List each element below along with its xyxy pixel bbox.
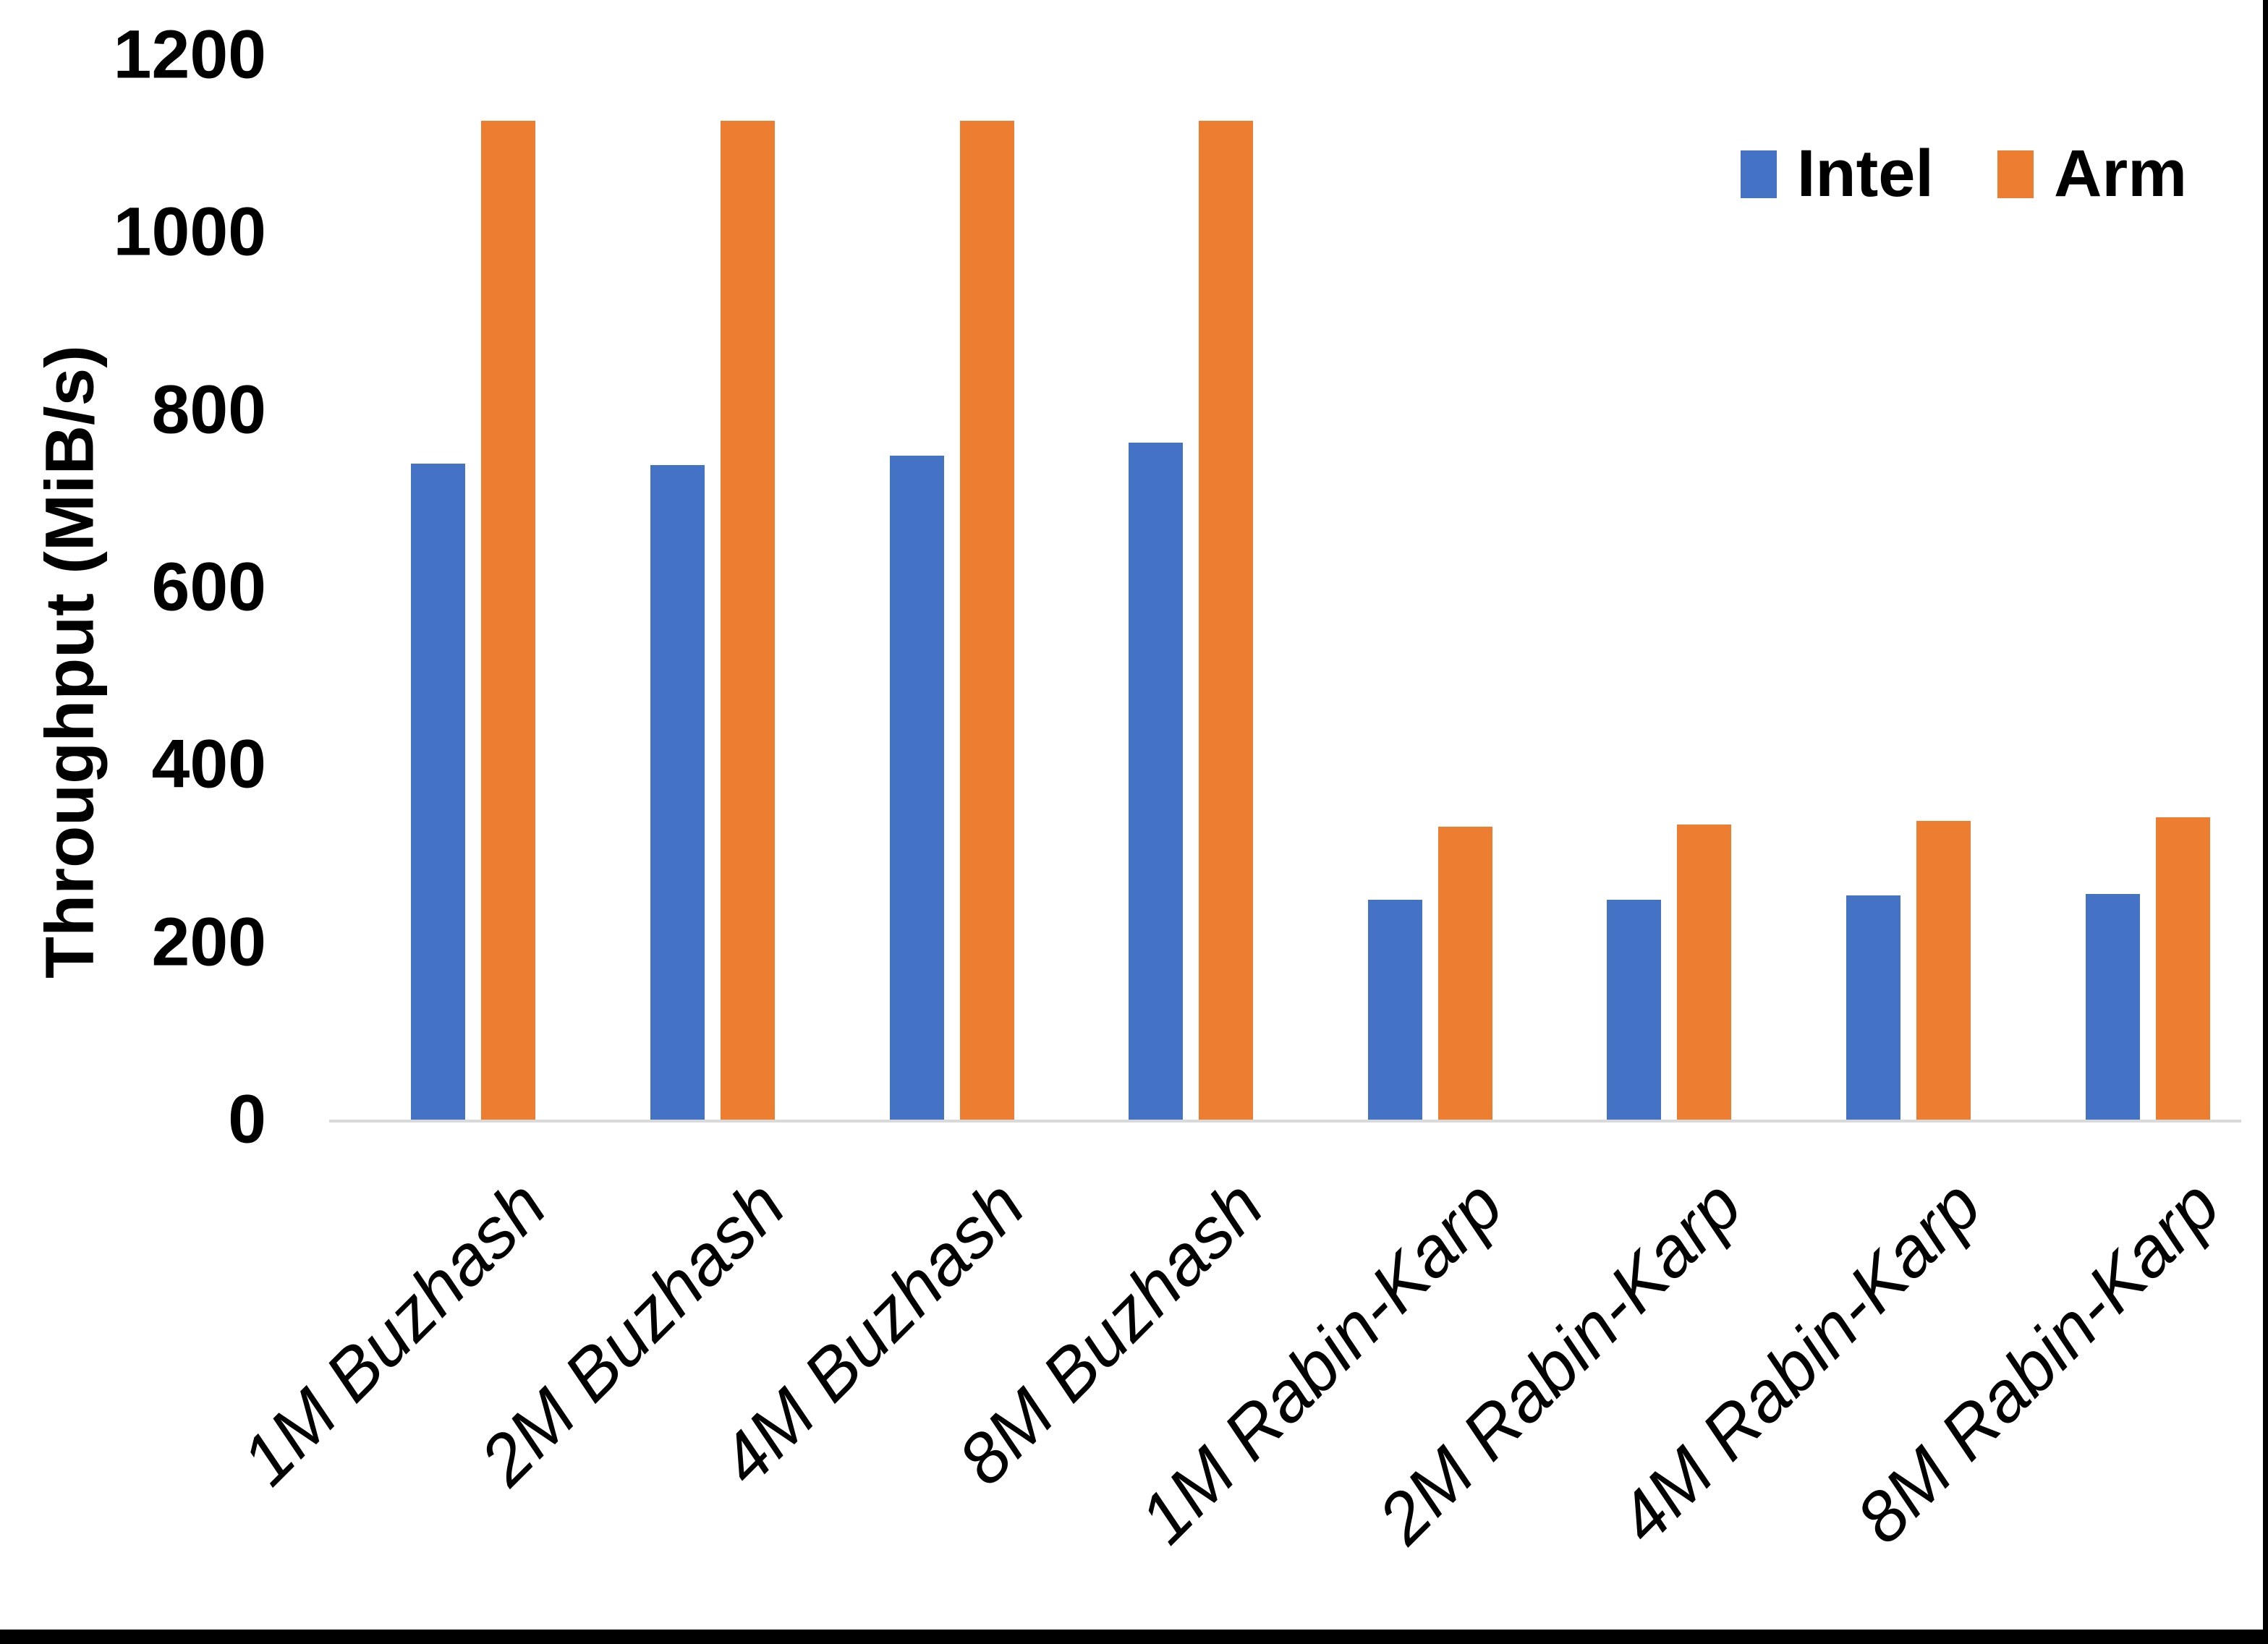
y-tick-label: 0 xyxy=(228,1081,266,1158)
legend: Intel Arm xyxy=(1740,136,2187,212)
bar-intel-1m-buzhash xyxy=(411,464,466,1120)
bar-arm-1m-rabin-karp xyxy=(1437,827,1492,1120)
y-tick-label: 1000 xyxy=(113,193,266,271)
bar-arm-4m-rabin-karp xyxy=(1916,820,1971,1120)
bar-intel-2m-buzhash xyxy=(650,464,705,1120)
bar-arm-1m-buzhash xyxy=(481,120,536,1120)
bar-intel-2m-rabin-karp xyxy=(1607,899,1662,1120)
bar-intel-8m-buzhash xyxy=(1129,443,1184,1120)
bar-intel-1m-rabin-karp xyxy=(1367,899,1422,1120)
intel-legend-swatch-icon xyxy=(1740,150,1777,198)
legend-item-arm: Arm xyxy=(1997,136,2187,212)
legend-label-arm: Arm xyxy=(2053,137,2187,210)
y-tick-label: 800 xyxy=(151,371,266,448)
legend-item-intel: Intel xyxy=(1740,136,1934,212)
bar-arm-4m-buzhash xyxy=(959,120,1014,1120)
bar-intel-8m-rabin-karp xyxy=(2085,894,2140,1120)
bar-arm-8m-rabin-karp xyxy=(2155,817,2210,1120)
screenshot-right-border xyxy=(2263,0,2268,1644)
arm-legend-swatch-icon xyxy=(1997,150,2034,198)
bar-arm-2m-rabin-karp xyxy=(1677,824,1732,1120)
screenshot-bottom-border xyxy=(0,1630,2268,1644)
y-tick-label: 600 xyxy=(151,548,266,626)
bar-arm-8m-buzhash xyxy=(1199,120,1254,1120)
legend-label-intel: Intel xyxy=(1796,137,1934,210)
y-tick-label: 400 xyxy=(151,725,266,803)
x-axis-baseline xyxy=(329,1120,2241,1123)
y-tick-label: 1200 xyxy=(113,16,266,93)
y-tick-label: 200 xyxy=(151,903,266,981)
bar-intel-4m-rabin-karp xyxy=(1846,895,1900,1120)
bar-arm-2m-buzhash xyxy=(720,120,775,1120)
bar-intel-4m-buzhash xyxy=(889,456,944,1120)
